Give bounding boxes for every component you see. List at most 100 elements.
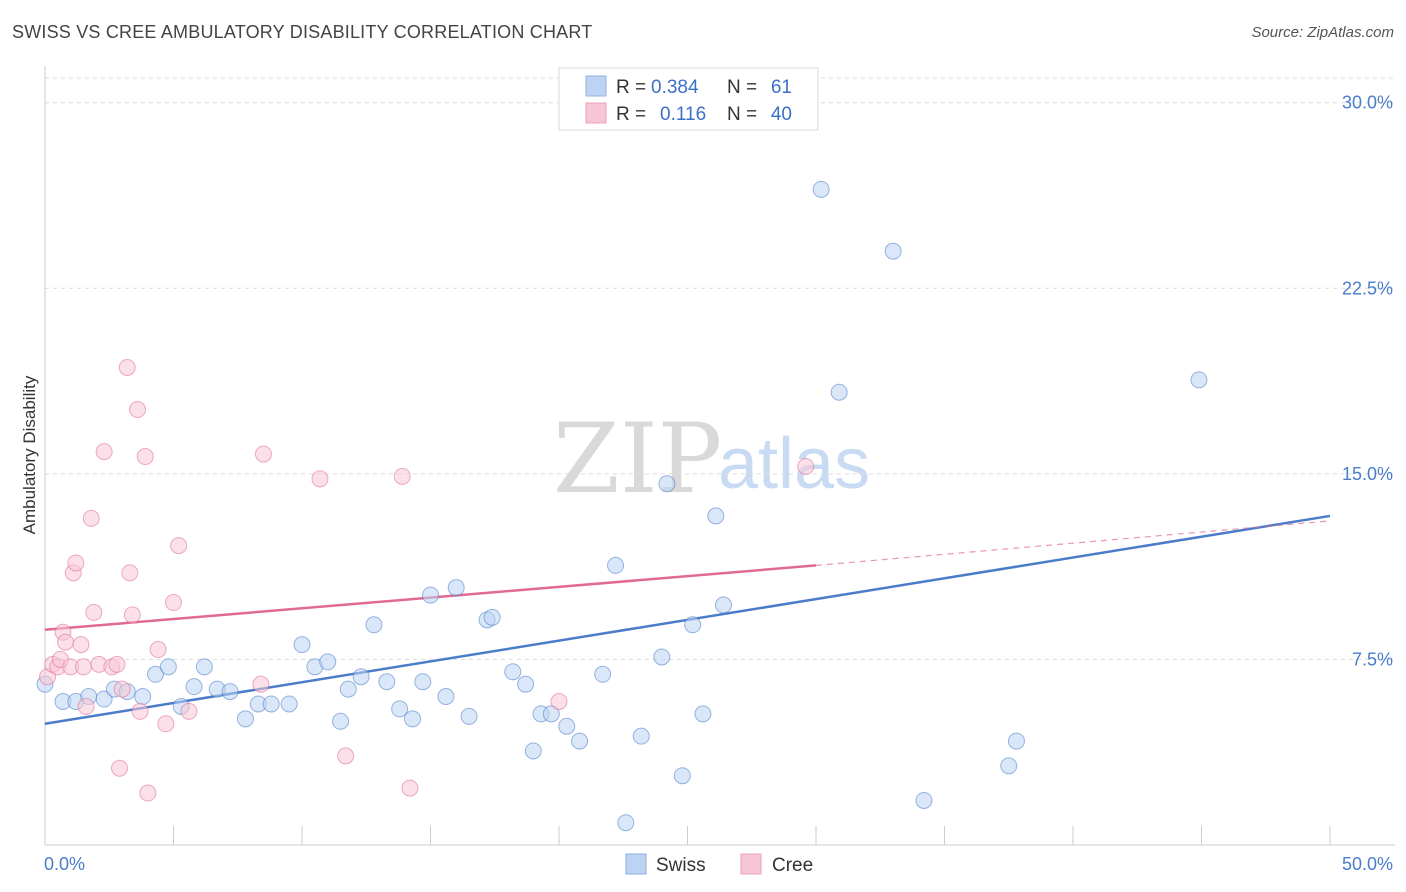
legend-n-value-cree: 40 [771, 104, 792, 125]
legend-n-label-swiss: N = [727, 77, 757, 98]
swiss-point-22 [332, 712, 350, 730]
cree-point-8 [67, 554, 85, 572]
cree-point-28 [157, 715, 175, 733]
bottom-legend-label-swiss: Swiss [656, 855, 706, 876]
legend-swatch-cree [585, 102, 607, 124]
swiss-point-14 [221, 683, 239, 701]
swiss-point-56 [884, 242, 902, 260]
cree-point-36 [393, 467, 411, 485]
cree-point-13 [85, 603, 103, 621]
cree-point-24 [131, 702, 149, 720]
cree-trend-extension [815, 520, 1331, 567]
bottom-legend-swatch-swiss [625, 853, 647, 875]
cree-point-33 [254, 445, 272, 463]
cree-point-11 [77, 697, 95, 715]
cree-point-29 [165, 594, 182, 612]
swiss-point-60 [1190, 371, 1208, 389]
swiss-point-19 [293, 636, 311, 654]
swiss-point-18 [280, 695, 298, 713]
y-tick-label-1: 15.0% [1342, 464, 1393, 484]
cree-point-27 [149, 641, 167, 659]
cree-point-18 [111, 759, 129, 777]
swiss-point-17 [262, 695, 280, 713]
swiss-point-11 [185, 678, 203, 696]
cree-point-12 [82, 509, 100, 527]
swiss-point-26 [378, 673, 396, 691]
swiss-point-24 [352, 668, 370, 686]
cree-point-38 [550, 692, 568, 710]
cree-point-26 [139, 784, 157, 802]
swiss-point-42 [571, 732, 589, 750]
swiss-point-52 [707, 507, 725, 525]
swiss-point-55 [830, 383, 848, 401]
y-tick-label-2: 22.5% [1342, 278, 1393, 298]
swiss-point-7 [134, 688, 152, 706]
watermark-zip: ZIP [553, 403, 722, 515]
swiss-point-9 [159, 658, 177, 676]
x-tick-label-max: 50.0% [1342, 854, 1393, 874]
cree-point-5 [57, 633, 75, 651]
swiss-point-36 [504, 663, 522, 681]
swiss-point-57 [915, 791, 933, 809]
legend-r-value-cree: 0.116 [660, 104, 706, 125]
swiss-point-33 [460, 707, 478, 725]
swiss-point-58 [1000, 757, 1018, 775]
tick-labels: 7.5% 15.0% 22.5% 30.0% 0.0% 50.0% [44, 93, 1393, 874]
swiss-point-40 [542, 705, 560, 723]
swiss-point-31 [437, 688, 455, 706]
legend-box: R = 0.384 N = 61 R = 0.116 N = 40 [558, 67, 819, 131]
swiss-point-41 [558, 717, 576, 735]
bottom-legend-swatch-cree [740, 853, 762, 875]
y-tick-label-3: 30.0% [1342, 93, 1393, 113]
cree-point-32 [252, 675, 270, 693]
cree-point-21 [121, 564, 139, 582]
x-tick-label-min: 0.0% [44, 854, 85, 874]
swiss-point-46 [632, 727, 650, 745]
watermark-atlas: atlas [718, 424, 870, 504]
cree-point-37 [401, 779, 419, 797]
swiss-point-50 [684, 616, 702, 634]
axes [44, 66, 1395, 846]
y-tick-label-0: 7.5% [1352, 649, 1393, 669]
cree-point-34 [311, 470, 329, 488]
swiss-point-4 [95, 690, 113, 708]
legend-n-value-swiss: 61 [771, 77, 792, 98]
cree-point-25 [136, 448, 154, 466]
legend-n-label-cree: N = [727, 104, 757, 125]
cree-point-10 [75, 658, 93, 676]
swiss-point-35 [483, 608, 501, 626]
chart-title: SWISS VS CREE AMBULATORY DISABILITY CORR… [12, 22, 593, 42]
swiss-point-32 [447, 579, 465, 597]
swiss-point-49 [673, 767, 691, 785]
swiss-point-29 [414, 673, 432, 691]
cree-point-19 [113, 680, 131, 698]
cree-point-30 [170, 537, 188, 555]
swiss-point-30 [422, 586, 439, 604]
cree-point-17 [108, 655, 126, 673]
swiss-point-48 [658, 475, 676, 493]
swiss-point-44 [607, 556, 625, 574]
y-axis-title: Ambulatory Disability [20, 375, 39, 534]
swiss-point-51 [694, 705, 712, 723]
cree-point-22 [123, 606, 141, 624]
source-label: Source: ZipAtlas.com [1251, 24, 1394, 41]
swiss-point-27 [391, 700, 409, 718]
data-points [36, 180, 1208, 832]
legend-r-label-cree: R = [616, 104, 646, 125]
legend-r-label-swiss: R = [616, 77, 646, 98]
swiss-point-12 [195, 658, 213, 676]
swiss-point-37 [517, 675, 535, 693]
bottom-legend: Swiss Cree [625, 853, 813, 876]
cree-point-20 [118, 358, 136, 376]
swiss-point-25 [365, 616, 383, 634]
cree-point-31 [180, 702, 198, 720]
cree-point-35 [337, 747, 355, 765]
legend-swatch-swiss [585, 75, 607, 97]
swiss-point-15 [236, 710, 254, 728]
cree-point-23 [129, 401, 147, 419]
swiss-point-38 [524, 742, 542, 760]
swiss-point-54 [812, 180, 830, 198]
swiss-point-59 [1007, 732, 1025, 750]
cree-point-15 [95, 443, 113, 461]
